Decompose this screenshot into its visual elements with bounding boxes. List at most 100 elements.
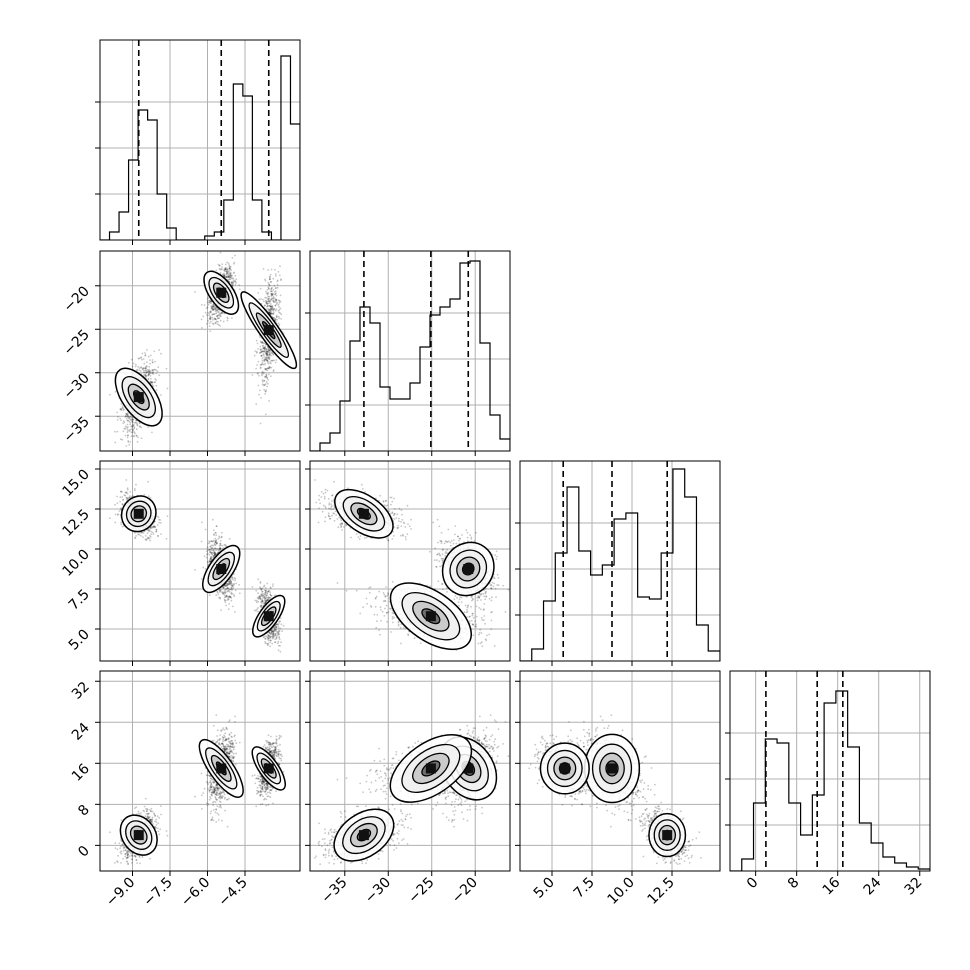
sample-point: [262, 597, 265, 599]
sample-point: [213, 554, 216, 557]
sample-point: [150, 527, 153, 530]
sample-point: [272, 277, 275, 280]
sample-point: [270, 312, 273, 315]
sample-point: [141, 358, 143, 361]
sample-point: [269, 310, 272, 312]
panel-frame: [99, 250, 301, 452]
sample-point: [270, 308, 272, 311]
sample-point: [133, 426, 136, 429]
sample-point: [267, 642, 270, 645]
sample-point: [221, 544, 224, 547]
sample-point: [263, 358, 266, 361]
sample-point: [160, 522, 162, 524]
sample-point: [205, 323, 208, 325]
sample-point: [276, 283, 279, 286]
sample-point: [219, 542, 222, 545]
sample-point: [266, 354, 268, 357]
sample-point: [259, 598, 262, 601]
sample-point: [268, 283, 270, 286]
sample-point: [210, 555, 213, 558]
sample-point: [262, 347, 264, 350]
sample-point: [126, 423, 129, 426]
sample-point: [226, 267, 229, 270]
sample-point: [206, 298, 209, 300]
sample-point: [224, 268, 227, 271]
sample-point: [165, 367, 168, 370]
sample-point: [265, 601, 267, 603]
sample-point: [218, 549, 221, 552]
sample-point: [279, 617, 282, 619]
sample-point: [145, 365, 148, 368]
sample-point: [264, 597, 267, 600]
sample-point: [256, 373, 259, 375]
sample-point: [152, 369, 155, 372]
sample-point: [268, 631, 271, 634]
sample-point: [280, 317, 282, 320]
sample-point: [267, 367, 270, 370]
sample-point: [264, 376, 267, 379]
sample-point: [214, 307, 217, 310]
sample-point: [227, 599, 229, 601]
sample-point: [125, 413, 128, 416]
sample-point: [269, 587, 272, 590]
sample-point: [214, 312, 217, 315]
sample-point: [218, 317, 221, 319]
sample-point: [267, 635, 270, 638]
sample-point: [143, 362, 146, 365]
sample-point: [264, 587, 267, 589]
sample-point: [263, 347, 266, 350]
sample-point: [219, 313, 221, 315]
sample-point: [213, 308, 216, 311]
sample-point: [275, 359, 278, 361]
sample-point: [278, 317, 280, 320]
sample-point: [147, 374, 150, 377]
sample-point: [124, 425, 127, 428]
sample-point: [140, 367, 143, 369]
sample-point: [259, 366, 262, 369]
sample-point: [153, 526, 156, 529]
sample-point: [266, 349, 269, 351]
sample-point: [125, 415, 127, 418]
sample-point: [211, 540, 214, 543]
sample-point: [279, 294, 282, 297]
sample-point: [277, 630, 280, 633]
sample-point: [124, 415, 127, 418]
sample-point: [256, 364, 258, 366]
sample-point: [208, 314, 211, 317]
sample-point: [116, 430, 119, 433]
sample-point: [262, 298, 264, 301]
sample-point: [228, 266, 231, 269]
sample-point: [277, 299, 280, 301]
sample-point: [129, 418, 132, 420]
sample-point: [231, 605, 234, 608]
sample-point: [158, 349, 161, 351]
sample-point: [277, 644, 280, 647]
sample-point: [132, 418, 135, 421]
sample-point: [214, 553, 217, 556]
sample-point: [150, 377, 152, 380]
sample-point: [132, 362, 135, 365]
sample-point: [272, 631, 275, 633]
sample-point: [228, 270, 231, 272]
sample-point: [263, 371, 265, 374]
sample-point: [226, 316, 229, 319]
sample-point: [144, 538, 147, 541]
sample-point: [261, 593, 264, 596]
sample-point: [259, 389, 261, 392]
sample-point: [265, 373, 268, 376]
sample-point: [267, 638, 269, 641]
sample-point: [266, 303, 268, 305]
sample-point: [269, 636, 272, 639]
sample-point: [257, 578, 260, 581]
sample-point: [272, 311, 275, 314]
sample-point: [214, 544, 216, 546]
sample-point: [208, 541, 211, 544]
sample-point: [210, 302, 212, 305]
sample-point: [212, 556, 214, 559]
sample-point: [229, 582, 232, 585]
sample-point: [217, 314, 220, 316]
sample-point: [274, 630, 277, 633]
sample-point: [144, 374, 147, 377]
sample-point: [151, 369, 154, 372]
sample-point: [144, 367, 147, 370]
